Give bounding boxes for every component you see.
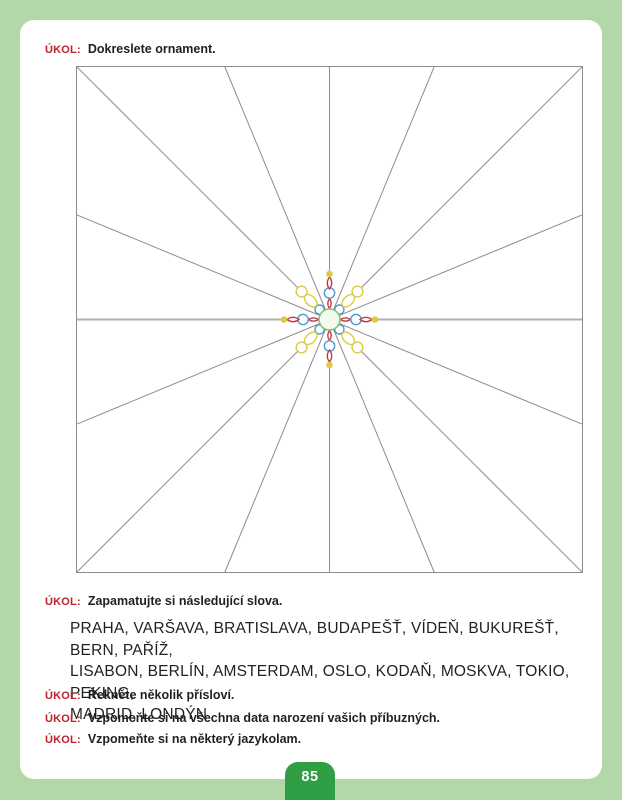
word-list-line: LISABON, BERLÍN, AMSTERDAM, OSLO, KODAŇ,… [70, 663, 570, 702]
task-data-narozeni: ÚKOL: Vzpomeňte si na všechna data naroze… [45, 711, 440, 726]
task-text: Dokreslete ornament. [87, 42, 216, 56]
task-label: ÚKOL: [45, 690, 81, 702]
word-list-line: PRAHA, VARŠAVA, BRATISLAVA, BUDAPEŠŤ, VÍ… [70, 620, 559, 659]
worksheet-page: ÚKOL: Dokreslete ornament. ÚKOL: Zapamatuj… [20, 20, 602, 779]
task-text: Vzpomeňte si na všechna data narození va… [87, 711, 441, 725]
task-dokreslete-ornament: ÚKOL: Dokreslete ornament. [45, 42, 216, 57]
task-zapamatujte-slova: ÚKOL: Zapamatujte si následující slova. [45, 594, 282, 609]
word-list: PRAHA, VARŠAVA, BRATISLAVA, BUDAPEŠŤ, VÍ… [70, 618, 590, 726]
task-text: Vzpomeňte si na některý jazykolam. [87, 732, 302, 746]
task-prislovi: ÚKOL: Řekněte několik přísloví. [45, 688, 234, 703]
task-label: ÚKOL: [45, 44, 81, 56]
ornament-figure [76, 66, 583, 573]
task-jazykolam: ÚKOL: Vzpomeňte si na některý jazykolam. [45, 732, 301, 747]
page-number: 85 [301, 768, 319, 785]
task-label: ÚKOL: [45, 713, 81, 725]
task-text: Zapamatujte si následující slova. [87, 594, 283, 608]
word-list-line: MADRID, LONDÝN [70, 706, 208, 723]
task-label: ÚKOL: [45, 596, 81, 608]
page-number-badge: 85 [285, 762, 335, 800]
task-label: ÚKOL: [45, 734, 81, 746]
task-text: Řekněte několik přísloví. [87, 688, 235, 702]
